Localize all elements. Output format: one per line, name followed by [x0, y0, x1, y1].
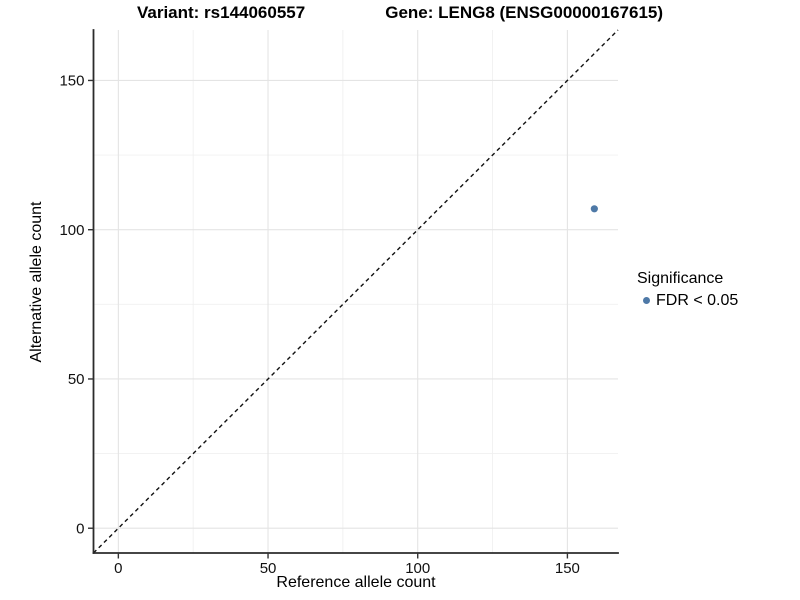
x-tick-label: 50: [260, 560, 277, 577]
y-tick-label: 50: [68, 371, 85, 388]
x-axis-label: Reference allele count: [276, 574, 436, 591]
identity-reference-line: [93, 29, 619, 554]
legend-point-icon: [643, 297, 650, 304]
x-tick-label: 150: [555, 560, 580, 577]
y-tick-label: 150: [59, 73, 84, 90]
legend-item-label: FDR < 0.05: [656, 292, 739, 309]
legend-title: Significance: [637, 270, 724, 287]
x-tick-label: 100: [405, 560, 430, 577]
x-tick-label: 0: [114, 560, 122, 577]
y-tick-label: 0: [76, 520, 84, 537]
legend-item: FDR < 0.05: [643, 291, 738, 310]
data-point: [590, 205, 598, 213]
legend: Significance FDR < 0.05: [637, 269, 738, 310]
y-tick-label: 100: [59, 222, 84, 239]
title-variant: Variant: rs144060557: [136, 3, 306, 22]
title-gene: Gene: LENG8 (ENSG00000167615): [385, 3, 664, 22]
plot-title-row: Variant: rs144060557 Gene: LENG8 (ENSG00…: [0, 3, 800, 23]
y-axis-label: Alternative allele count: [28, 201, 45, 363]
